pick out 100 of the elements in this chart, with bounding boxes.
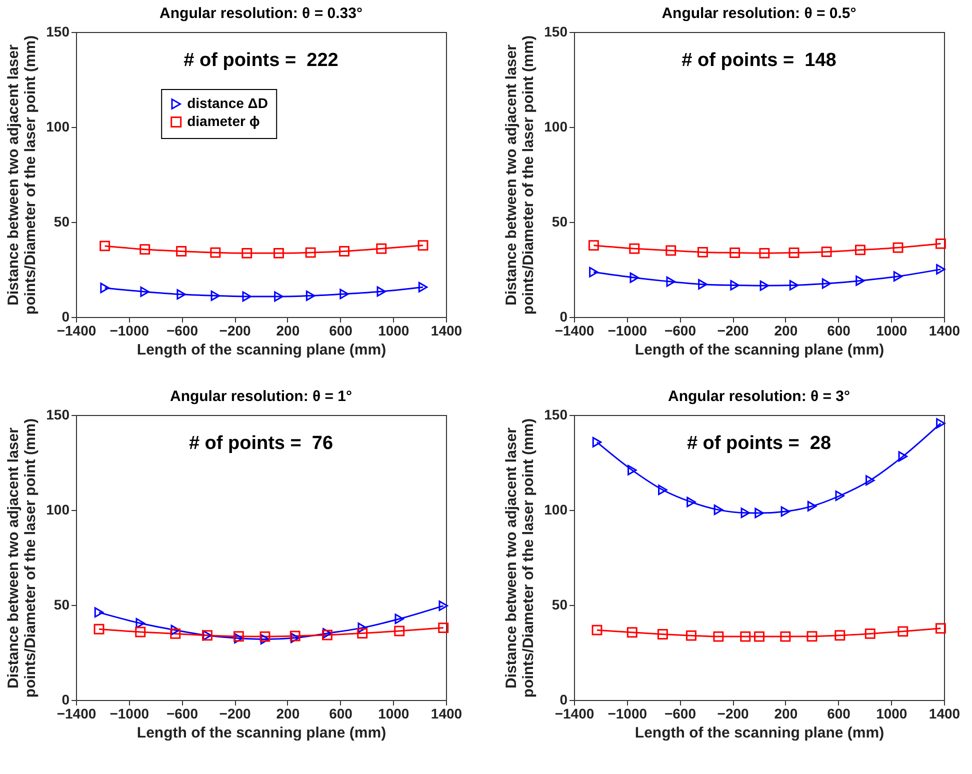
point	[626, 627, 638, 638]
x-tick-label: 1000	[378, 322, 410, 338]
point	[864, 628, 876, 639]
point	[176, 289, 186, 300]
point	[740, 631, 751, 642]
x-tick-label: 1400	[928, 706, 960, 722]
point	[821, 246, 832, 258]
point	[666, 276, 676, 287]
point	[698, 279, 708, 290]
point	[835, 490, 844, 501]
y-tick-label: 100	[46, 118, 70, 134]
point	[935, 623, 946, 634]
x-tick-label: −1400	[554, 322, 594, 338]
x-axis-title: Length of the scanning plane (mm)	[634, 724, 884, 742]
point	[438, 622, 449, 634]
point	[628, 464, 637, 476]
x-tick-label: −200	[219, 322, 252, 338]
point	[730, 280, 740, 290]
point	[936, 418, 946, 429]
point	[170, 628, 181, 639]
point	[394, 626, 405, 636]
annotation: # of points = 222	[184, 50, 338, 71]
point	[780, 506, 790, 517]
annotation: # of points = 76	[188, 433, 334, 454]
x-tick-label: 600	[329, 322, 353, 338]
point	[759, 248, 770, 258]
point	[789, 280, 799, 290]
x-tick-label: 200	[276, 706, 300, 722]
x-tick-label: −600	[664, 322, 696, 338]
point	[714, 504, 724, 516]
point	[394, 614, 404, 624]
point	[305, 247, 316, 258]
point	[260, 631, 270, 642]
x-tick-label: −200	[219, 706, 252, 722]
x-tick-label: −1000	[110, 322, 150, 338]
y-tick-label: 50	[552, 214, 568, 230]
x-tick-label: 1400	[430, 322, 462, 338]
chart-title: Angular resolution: θ = 3°	[668, 388, 850, 405]
point	[806, 631, 818, 642]
x-axis-title: Length of the scanning plane (mm)	[136, 342, 386, 358]
x-tick-label: −1400	[554, 706, 594, 722]
point	[210, 247, 221, 258]
point	[358, 622, 367, 634]
point	[788, 248, 800, 258]
x-tick-label: −600	[664, 706, 696, 722]
annotation: # of points = 28	[686, 433, 832, 454]
point	[176, 246, 187, 256]
y-tick-label: 0	[62, 692, 70, 708]
point	[686, 630, 696, 641]
point	[94, 624, 104, 634]
x-tick-label: 1000	[876, 706, 908, 722]
point	[866, 475, 875, 486]
point	[418, 282, 428, 292]
point	[740, 508, 750, 518]
point	[357, 628, 368, 639]
point	[730, 248, 740, 258]
point	[242, 248, 252, 258]
point	[754, 508, 764, 518]
legend-label: diameter ϕ	[187, 113, 260, 129]
point	[592, 436, 602, 448]
x-tick-label: 1000	[876, 322, 908, 338]
y-axis-title: Distance between two adjacent laser points/Diameter of the laser point (mm)	[5, 35, 40, 315]
x-tick-label: −1400	[56, 322, 96, 338]
x-tick-label: 600	[827, 322, 851, 338]
x-tick-label: 600	[827, 706, 851, 722]
x-axis-title: Length of the scanning plane (mm)	[634, 342, 884, 358]
point	[210, 290, 220, 301]
point	[100, 240, 110, 252]
x-tick-label: −1400	[56, 706, 96, 722]
y-tick-label: 150	[544, 24, 568, 40]
point	[935, 238, 946, 249]
point	[140, 244, 150, 255]
point	[657, 629, 668, 640]
point	[242, 291, 252, 302]
point	[274, 291, 284, 302]
x-tick-label: 200	[276, 322, 300, 338]
x-tick-label: −200	[717, 706, 750, 722]
point	[936, 264, 946, 275]
point	[856, 275, 865, 286]
y-tick-label: 150	[544, 406, 568, 422]
point	[340, 288, 349, 300]
point	[260, 634, 270, 644]
point	[855, 244, 866, 256]
point	[713, 631, 724, 642]
point	[822, 278, 832, 289]
x-tick-label: 1400	[928, 322, 960, 338]
point	[376, 243, 387, 254]
point	[666, 245, 676, 256]
point	[629, 243, 640, 254]
point	[754, 631, 764, 642]
y-tick-label: 50	[54, 214, 70, 230]
point	[170, 624, 180, 636]
point	[898, 626, 908, 637]
point	[760, 280, 770, 291]
point	[306, 290, 316, 301]
x-tick-label: −1000	[110, 706, 150, 722]
point	[438, 600, 448, 611]
y-tick-label: 100	[46, 502, 70, 518]
x-tick-label: −600	[166, 706, 198, 722]
point	[589, 266, 598, 278]
